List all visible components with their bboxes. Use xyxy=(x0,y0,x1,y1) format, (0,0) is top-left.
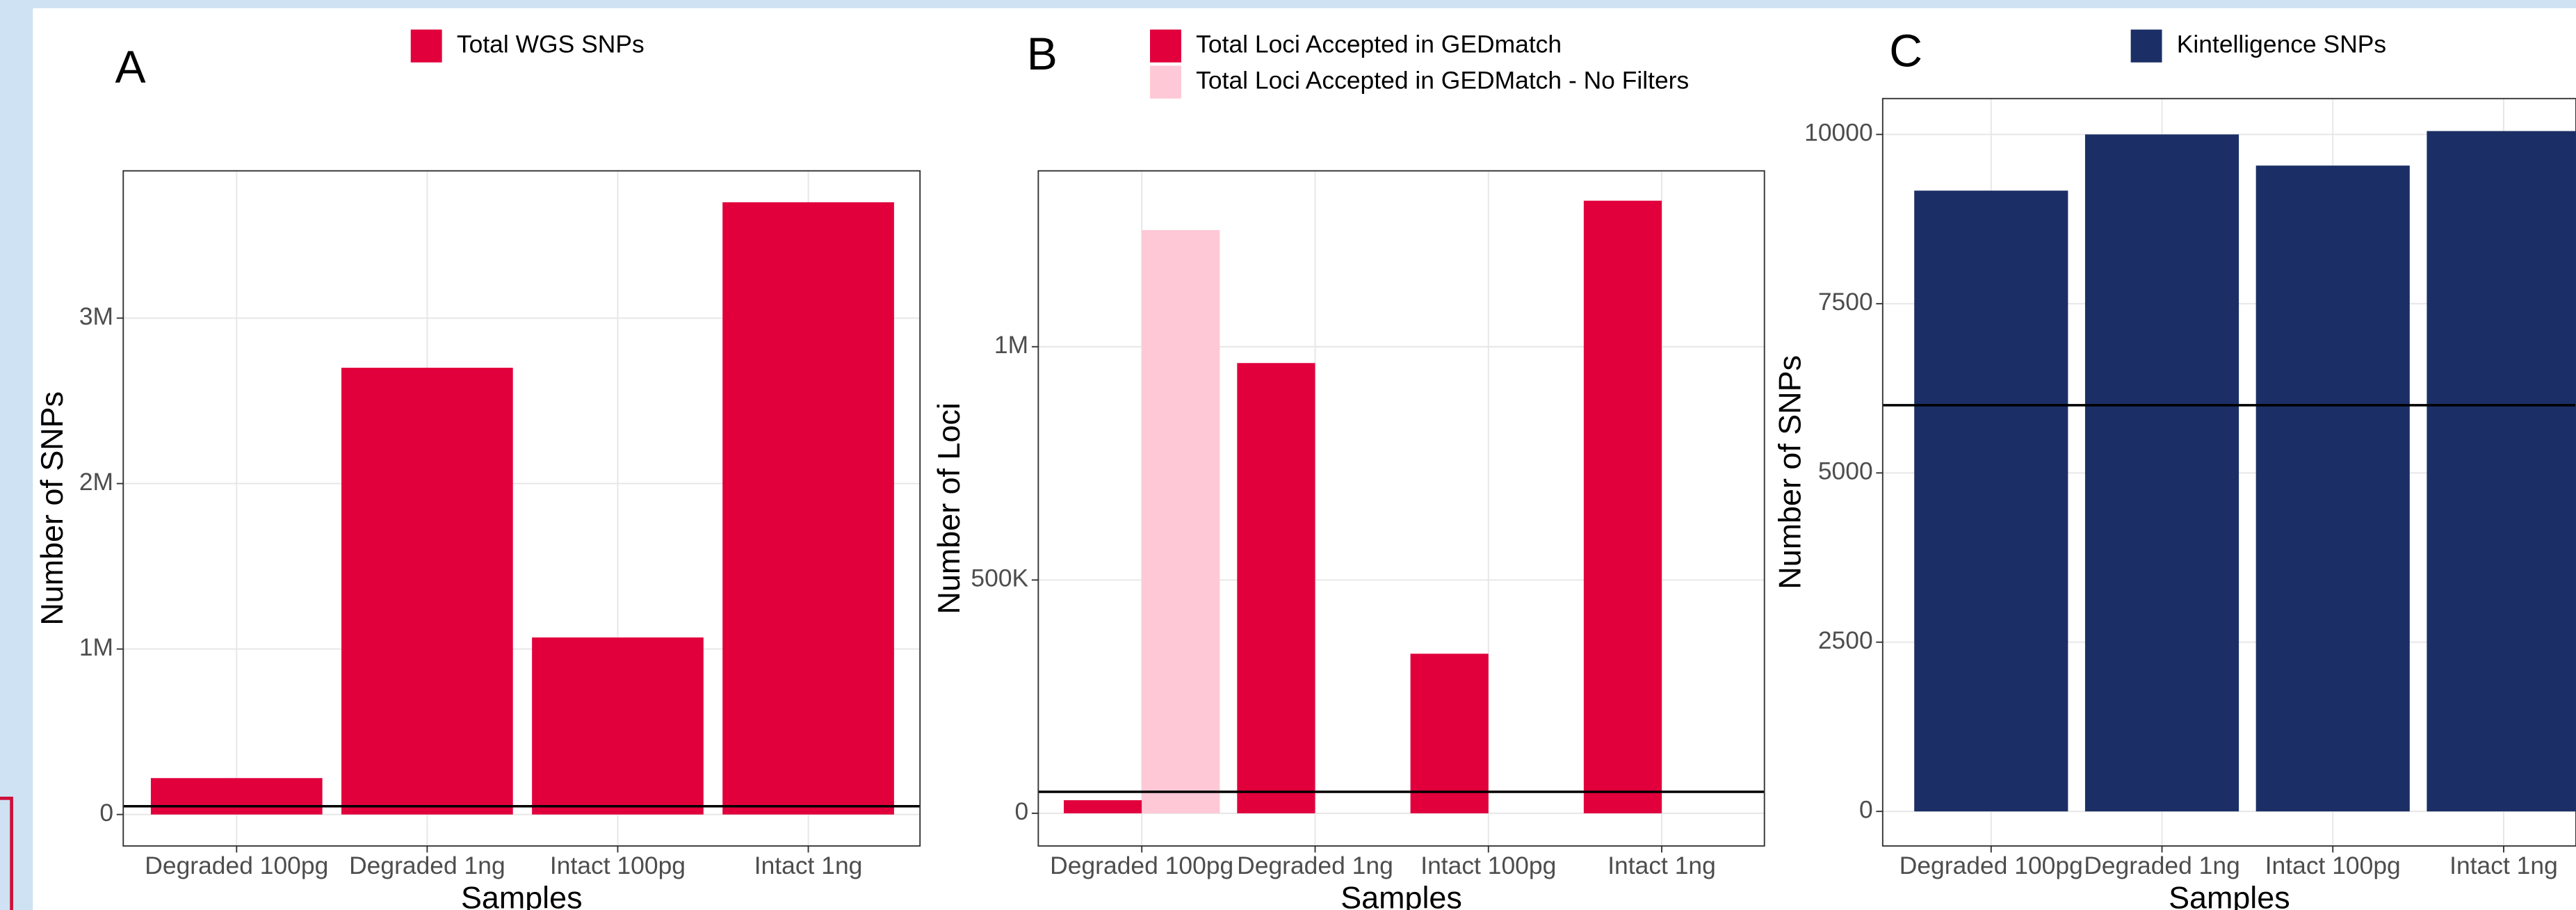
plot-border xyxy=(122,170,921,847)
x-tick-label: Intact 100pg xyxy=(550,852,686,879)
bar xyxy=(1142,229,1220,813)
legend-label: Kintelligence SNPs xyxy=(2177,31,2386,58)
panel-label: C xyxy=(1889,25,1922,76)
x-tick-label: Intact 1ng xyxy=(2449,852,2558,879)
y-tick-label: 2M xyxy=(79,468,113,496)
y-axis-title: Number of SNPs xyxy=(1772,355,1808,590)
legend-key xyxy=(1150,29,1181,63)
y-tick-label: 0 xyxy=(99,799,113,827)
plot-border xyxy=(1037,170,1765,847)
bar xyxy=(2427,131,2576,812)
legend-key xyxy=(2130,29,2162,63)
y-tick-label: 10000 xyxy=(1804,119,1873,147)
x-axis-title: Samples xyxy=(461,880,583,910)
x-tick-label: Intact 1ng xyxy=(1607,852,1716,879)
y-tick-label: 1M xyxy=(994,331,1028,359)
y-tick-label: 0 xyxy=(1859,796,1873,824)
x-tick-label: Degraded 100pg xyxy=(1050,852,1233,879)
x-tick-label: Intact 1ng xyxy=(754,852,863,879)
legend-key xyxy=(410,29,442,63)
x-tick-label: Intact 100pg xyxy=(2265,852,2401,879)
x-tick-label: Degraded 1ng xyxy=(2084,852,2240,879)
bar xyxy=(1237,363,1315,813)
x-tick-label: Degraded 100pg xyxy=(1899,852,2083,879)
x-tick-label: Degraded 100pg xyxy=(145,852,328,879)
x-axis-title: Samples xyxy=(2169,880,2290,910)
x-tick-label: Degraded 1ng xyxy=(349,852,505,879)
legend-label: Total Loci Accepted in GEDMatch - No Fil… xyxy=(1196,67,1689,95)
panel-label: A xyxy=(115,42,145,93)
bar xyxy=(341,367,513,815)
legend-label: Total WGS SNPs xyxy=(457,31,645,58)
y-tick-label: 2500 xyxy=(1818,626,1873,654)
x-tick-label: Degraded 1ng xyxy=(1237,852,1393,879)
y-tick-label: 5000 xyxy=(1818,457,1873,485)
bar xyxy=(1583,200,1662,813)
bar xyxy=(2084,134,2239,812)
bar xyxy=(1410,653,1489,813)
bar xyxy=(722,202,894,815)
panel-label: B xyxy=(1027,29,1058,80)
y-axis-title: Number of Loci xyxy=(931,403,966,614)
x-tick-label: Intact 100pg xyxy=(1420,852,1556,879)
y-axis-title: Number of SNPs xyxy=(34,391,70,626)
top-strip xyxy=(0,0,2576,8)
bar xyxy=(150,778,323,815)
legend-key xyxy=(1150,65,1181,99)
y-tick-label: 0 xyxy=(1014,797,1028,825)
bar xyxy=(532,637,704,815)
y-tick-label: 1M xyxy=(79,633,113,661)
bar xyxy=(2255,165,2410,812)
x-axis-title: Samples xyxy=(1340,880,1462,910)
bar xyxy=(1914,190,2068,812)
red-box xyxy=(0,796,13,910)
left-strip xyxy=(0,0,33,910)
legend-label: Total Loci Accepted in GEDmatch xyxy=(1196,31,1562,58)
y-tick-label: 3M xyxy=(79,302,113,330)
bar xyxy=(1064,800,1142,813)
y-tick-label: 7500 xyxy=(1818,288,1873,316)
y-tick-label: 500K xyxy=(971,564,1028,592)
